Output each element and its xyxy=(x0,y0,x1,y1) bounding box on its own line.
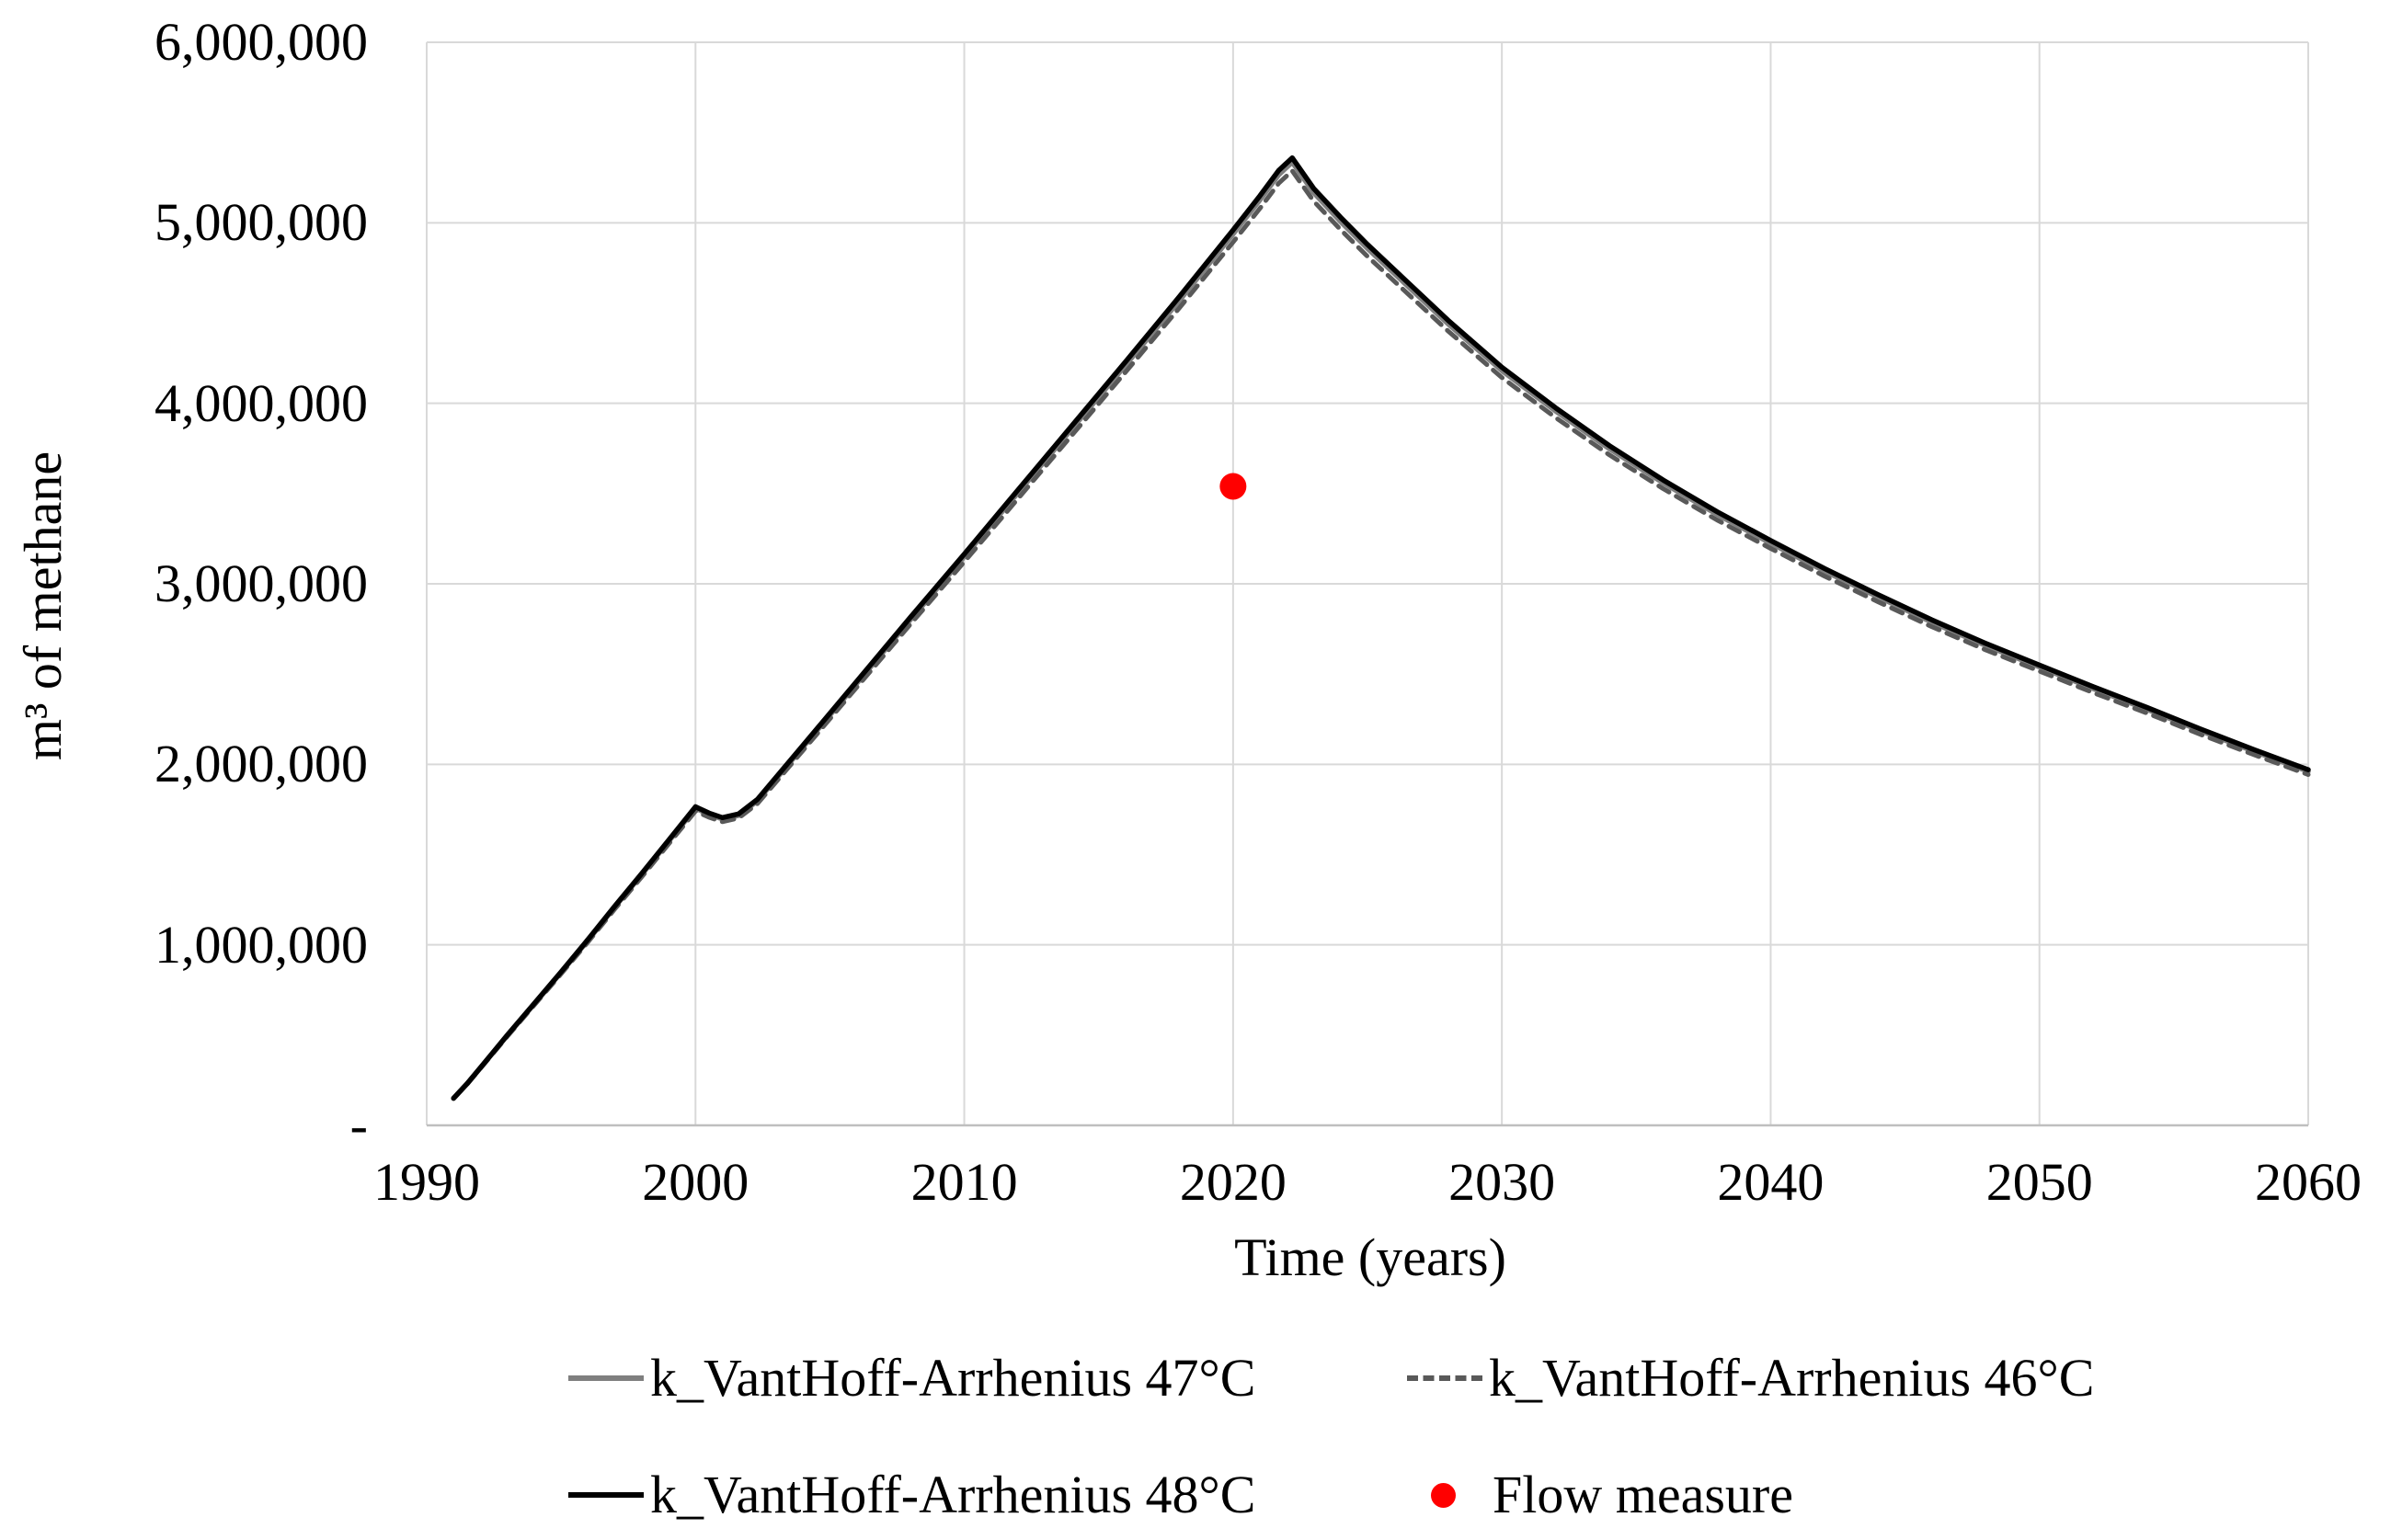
x-axis-title: Time (years) xyxy=(1234,1227,1506,1287)
series-line-k-vanthoff-arrhenius-48-c xyxy=(451,154,2311,1101)
y-tick-label: 6,000,000 xyxy=(154,12,368,72)
x-tick-label: 2050 xyxy=(1985,1152,2093,1212)
legend-item-48c: k_VantHoff-Arrhenius 48°C xyxy=(568,1467,1255,1523)
y-tick-label: 1,000,000 xyxy=(154,914,368,975)
legend-item-flow-measure: Flow measure xyxy=(1422,1467,1793,1523)
x-tick-label: 2040 xyxy=(1717,1152,1825,1212)
x-tick-label: 2030 xyxy=(1448,1152,1556,1212)
flow-measure-point xyxy=(1219,473,1247,500)
x-tick-label: 2010 xyxy=(910,1152,1018,1212)
legend-label: k_VantHoff-Arrhenius 46°C xyxy=(1489,1348,2095,1408)
y-tick-label: 2,000,000 xyxy=(154,734,368,794)
legend-label: k_VantHoff-Arrhenius 48°C xyxy=(650,1465,1256,1524)
x-tick-label: 1990 xyxy=(373,1152,480,1212)
y-tick-label: 3,000,000 xyxy=(154,553,368,613)
legend-label: Flow measure xyxy=(1493,1465,1793,1524)
red-dot-swatch xyxy=(1431,1482,1456,1508)
y-tick-label: - xyxy=(349,1095,368,1155)
y-tick-label: 5,000,000 xyxy=(154,192,368,253)
x-tick-label: 2020 xyxy=(1179,1152,1287,1212)
y-tick-label: 4,000,000 xyxy=(154,372,368,433)
solid-gray-line-swatch xyxy=(568,1375,644,1381)
legend-item-46c: k_VantHoff-Arrhenius 46°C xyxy=(1407,1351,2094,1406)
legend-item-47c: k_VantHoff-Arrhenius 47°C xyxy=(568,1351,1255,1406)
solid-black-line-swatch xyxy=(568,1492,644,1498)
series-line-k-vanthoff-arrhenius-47-c xyxy=(451,159,2311,1101)
y-axis-title: m³ of methane xyxy=(13,451,73,761)
x-tick-label: 2060 xyxy=(2255,1152,2362,1212)
series-line-k-vanthoff-arrhenius-46-c xyxy=(451,168,2311,1101)
legend-label: k_VantHoff-Arrhenius 47°C xyxy=(650,1348,1256,1408)
dashed-gray-line-swatch xyxy=(1407,1375,1482,1381)
x-tick-label: 2000 xyxy=(642,1152,749,1212)
